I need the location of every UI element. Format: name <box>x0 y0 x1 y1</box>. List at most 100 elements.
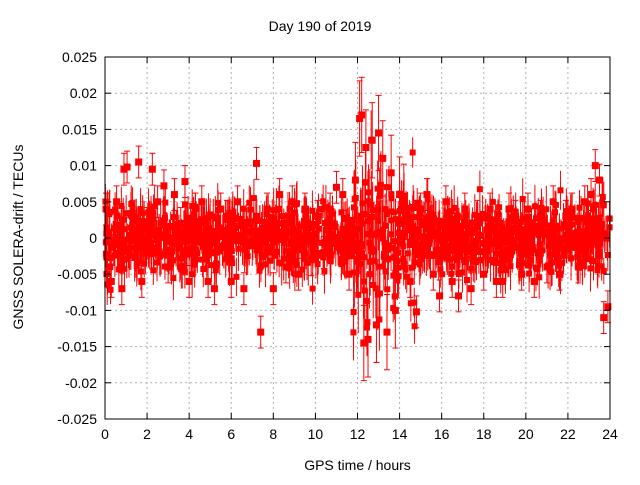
noise-point <box>414 199 421 206</box>
noise-point <box>436 223 443 230</box>
noise-point <box>476 186 483 193</box>
noise-point <box>123 210 130 217</box>
noise-point <box>288 237 295 244</box>
noise-point <box>265 225 272 232</box>
noise-point <box>526 270 533 277</box>
noise-point <box>241 229 248 236</box>
noise-point <box>335 244 342 251</box>
noise-point <box>290 259 297 266</box>
noise-point <box>415 241 422 248</box>
noise-point <box>224 242 231 249</box>
noise-point <box>367 258 374 265</box>
noise-point <box>454 241 461 248</box>
noise-point <box>599 193 606 200</box>
noise-point <box>388 217 395 224</box>
noise-point <box>190 247 197 254</box>
noise-point <box>104 270 111 277</box>
noise-point <box>168 258 175 265</box>
noise-point <box>302 213 309 220</box>
noise-point <box>244 239 251 246</box>
noise-point <box>458 226 465 233</box>
noise-point <box>402 266 409 273</box>
noise-point <box>233 238 240 245</box>
noise-point <box>539 247 546 254</box>
data-point <box>396 191 404 199</box>
data-point <box>442 198 450 206</box>
noise-point <box>129 232 136 239</box>
noise-point <box>580 215 587 222</box>
noise-point <box>541 221 548 228</box>
data-point <box>375 129 383 137</box>
data-point <box>417 205 425 213</box>
noise-point <box>408 264 415 271</box>
noise-point <box>395 220 402 227</box>
noise-point <box>383 184 390 191</box>
noise-point <box>600 202 607 209</box>
data-point <box>257 328 265 336</box>
y-axis-label: GNSS SOLERA-drift / TECUs <box>10 144 26 330</box>
noise-point <box>214 214 221 221</box>
noise-point <box>598 263 605 270</box>
noise-point <box>543 206 550 213</box>
noise-point <box>501 253 508 260</box>
y-tick-label: -0.02 <box>65 375 97 391</box>
noise-point <box>525 234 532 241</box>
noise-point <box>195 226 202 233</box>
noise-point <box>403 215 410 222</box>
noise-point <box>422 216 429 223</box>
x-tick-label: 16 <box>434 426 450 442</box>
noise-point <box>400 257 407 264</box>
noise-point <box>257 241 264 248</box>
noise-point <box>264 243 271 250</box>
noise-point <box>568 255 575 262</box>
data-point <box>227 277 235 285</box>
data-point <box>473 212 481 220</box>
noise-point <box>383 210 390 217</box>
noise-point <box>558 240 565 247</box>
noise-point <box>466 226 473 233</box>
noise-point <box>114 213 121 220</box>
data-point <box>387 169 395 177</box>
data-point <box>391 306 399 314</box>
noise-point <box>604 235 611 242</box>
noise-point <box>237 231 244 238</box>
x-tick-label: 20 <box>518 426 534 442</box>
noise-point <box>271 252 278 259</box>
noise-point <box>312 255 319 262</box>
noise-point <box>279 233 286 240</box>
noise-point <box>276 220 283 227</box>
data-point <box>210 285 218 293</box>
noise-point <box>200 266 207 273</box>
noise-point <box>154 250 161 257</box>
noise-point <box>392 216 399 223</box>
noise-point <box>448 270 455 277</box>
data-point <box>486 205 494 213</box>
data-point <box>314 212 322 220</box>
noise-point <box>444 255 451 262</box>
data-point <box>423 191 431 199</box>
noise-point <box>414 226 421 233</box>
noise-point <box>324 236 331 243</box>
noise-point <box>318 239 325 246</box>
noise-point <box>261 218 268 225</box>
noise-point <box>546 242 553 249</box>
noise-point <box>361 254 368 261</box>
data-point <box>412 308 420 316</box>
data-point <box>511 212 519 220</box>
noise-point <box>309 285 316 292</box>
noise-point <box>257 262 264 269</box>
noise-point <box>149 216 156 223</box>
noise-point <box>472 246 479 253</box>
noise-point <box>510 238 517 245</box>
noise-point <box>572 234 579 241</box>
noise-point <box>162 199 169 206</box>
noise-point <box>262 237 269 244</box>
noise-point <box>125 251 132 258</box>
noise-point <box>404 250 411 257</box>
noise-point <box>193 231 200 238</box>
noise-point <box>126 248 133 255</box>
noise-point <box>143 235 150 242</box>
noise-point <box>536 274 543 281</box>
noise-point <box>517 218 524 225</box>
noise-point <box>363 231 370 238</box>
